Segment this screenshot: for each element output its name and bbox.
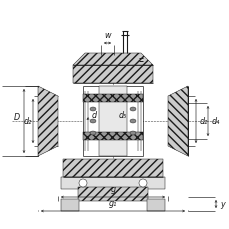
Bar bbox=[63, 159, 162, 177]
Text: d: d bbox=[91, 111, 96, 120]
Text: y: y bbox=[219, 200, 224, 209]
Ellipse shape bbox=[129, 120, 135, 123]
Circle shape bbox=[79, 179, 87, 187]
Bar bbox=[73, 66, 152, 84]
Polygon shape bbox=[73, 54, 152, 66]
Text: d₅: d₅ bbox=[118, 111, 127, 120]
Text: D: D bbox=[14, 113, 20, 122]
Text: d₂: d₂ bbox=[199, 117, 207, 126]
Text: g: g bbox=[110, 184, 115, 193]
Bar bbox=[146, 199, 164, 211]
Ellipse shape bbox=[90, 120, 95, 123]
Bar bbox=[61, 177, 164, 189]
Polygon shape bbox=[167, 87, 187, 156]
Text: d₂: d₂ bbox=[24, 117, 32, 126]
Bar bbox=[61, 199, 79, 211]
Bar bbox=[83, 132, 142, 140]
Polygon shape bbox=[38, 87, 58, 156]
Ellipse shape bbox=[90, 108, 95, 112]
Text: w: w bbox=[104, 31, 110, 40]
Ellipse shape bbox=[129, 108, 135, 112]
Text: g₁: g₁ bbox=[108, 198, 117, 207]
Bar bbox=[83, 95, 142, 103]
Bar bbox=[78, 187, 147, 201]
Text: d₄: d₄ bbox=[211, 117, 219, 126]
Ellipse shape bbox=[129, 131, 135, 135]
Ellipse shape bbox=[90, 131, 95, 135]
Circle shape bbox=[138, 179, 146, 187]
Bar bbox=[98, 87, 126, 156]
Bar bbox=[83, 87, 142, 156]
